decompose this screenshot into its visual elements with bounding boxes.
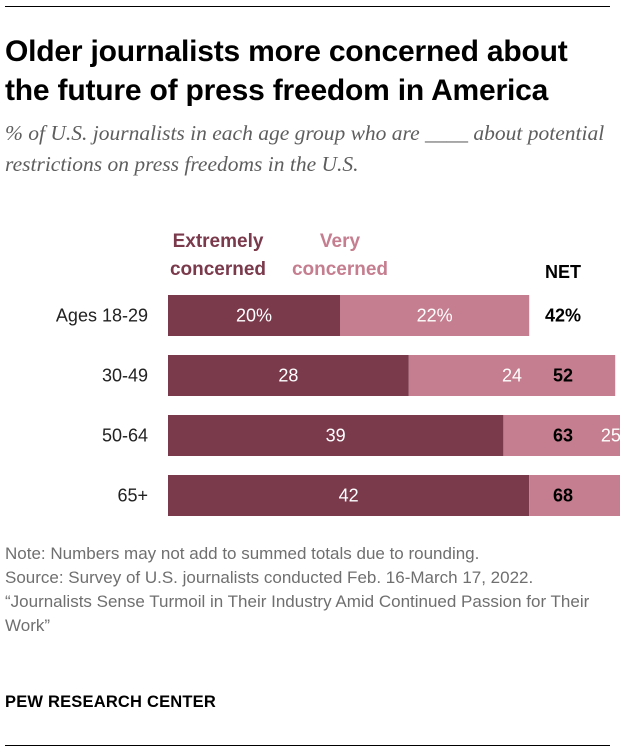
legend-very-concerned-line-2: concerned [292,259,388,280]
bar-extremely-concerned-3 [168,415,504,456]
bar-very-concerned-1 [340,295,530,336]
chart-title: Older journalists more concerned about t… [5,35,568,107]
net-value-1: 42% [545,306,581,326]
net-value-2: 52 [553,366,573,386]
bar-extremely-concerned-1 [168,295,340,336]
label-very-concerned-1: 22% [417,306,453,326]
category-label-3: 50-64 [102,426,148,446]
report-title: “Journalists Sense Turmoil in Their Indu… [5,592,590,635]
category-label-1: Ages 18-29 [56,306,148,326]
category-label-2: 30-49 [102,366,148,386]
notes: Note: Numbers may not add to summed tota… [5,542,605,638]
bar-very-concerned-3 [503,415,620,456]
label-very-concerned-3: 25 [601,426,620,446]
stacked-bar-chart: Extremely concerned Very concerned NET Ages 1… [56,231,620,516]
label-extremely-concerned-2: 28 [278,366,298,386]
bar-very-concerned-4 [529,475,620,516]
chart-subtitle: % of U.S. journalists in each age group … [5,121,605,176]
legend-very-concerned-line-1: Very [320,231,361,252]
legend-extremely-concerned-line-2: concerned [170,259,266,280]
bar-very-concerned-2 [408,355,616,396]
pew-logo-text: PEW RESEARCH CENTER [5,693,216,711]
bottom-rule [5,745,610,746]
legend-extremely-concerned-line-1: Extremely [173,231,264,252]
net-header: NET [545,262,581,282]
net-value-4: 68 [553,486,573,506]
bar-extremely-concerned-2 [168,355,409,396]
bar-extremely-concerned-4 [168,475,530,516]
label-very-concerned-2: 24 [502,366,522,386]
category-label-4: 65+ [117,486,148,506]
top-rule [5,6,610,7]
label-extremely-concerned-4: 42 [339,486,359,506]
label-extremely-concerned-1: 20% [236,306,272,326]
net-value-3: 63 [553,426,573,446]
label-extremely-concerned-3: 39 [326,426,346,446]
note-text: Note: Numbers may not add to summed tota… [5,544,480,563]
source-text: Source: Survey of U.S. journalists condu… [5,568,534,587]
